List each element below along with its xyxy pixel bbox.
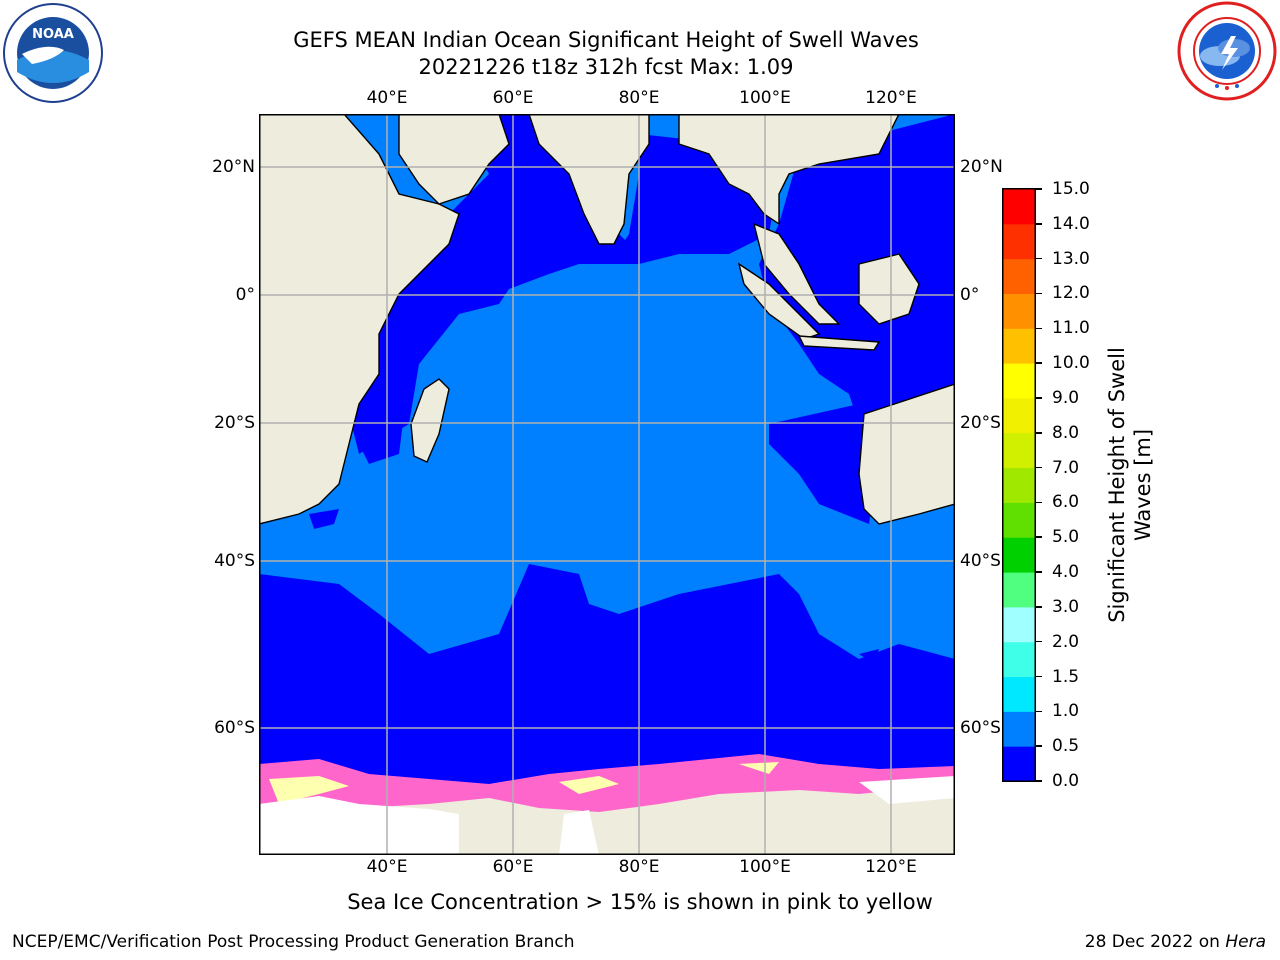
colorbar-segment <box>1003 293 1035 329</box>
colorbar-tick-label: 0.5 <box>1052 736 1080 757</box>
colorbar-segment <box>1003 328 1035 364</box>
colorbar-tick-label: 7.0 <box>1052 457 1080 478</box>
colorbar-frame <box>1002 188 1036 782</box>
sea-ice-high <box>269 762 779 804</box>
colorbar-tick-mark <box>1036 257 1042 260</box>
footer-host: Hera <box>1225 932 1266 952</box>
colorbar-segment <box>1003 467 1035 503</box>
lon-label-bottom: 100°E <box>739 857 791 877</box>
map-panel <box>259 114 955 855</box>
lon-label-top: 120°E <box>865 88 917 108</box>
lat-label-right: 40°S <box>960 551 1001 571</box>
colorbar-tick-mark <box>1036 466 1042 469</box>
footer-date-text: 28 Dec 2022 on <box>1084 932 1226 952</box>
colorbar-tick-label: 6.0 <box>1052 492 1080 513</box>
colorbar-tick-mark <box>1036 188 1042 190</box>
colorbar-segment <box>1003 363 1035 399</box>
colorbar-segment <box>1003 746 1035 782</box>
colorbar-tick-mark <box>1036 571 1042 573</box>
ice-shelf <box>259 776 955 855</box>
gridlines <box>259 114 955 855</box>
lon-label-top: 100°E <box>739 88 791 108</box>
colorbar-segment <box>1003 502 1035 538</box>
colorbar-title-line2: Waves [m] <box>1131 428 1155 542</box>
lat-label-right: 20°N <box>960 157 1003 177</box>
chart-title: GEFS MEAN Indian Ocean Significant Heigh… <box>293 28 919 52</box>
colorbar-tick-mark <box>1036 397 1042 399</box>
lon-label-top: 60°E <box>492 88 534 108</box>
lon-label-top: 40°E <box>366 88 408 108</box>
colorbar-segment <box>1003 572 1035 608</box>
colorbar-tick-mark <box>1036 432 1042 434</box>
colorbar-tick-label: 15.0 <box>1052 179 1090 199</box>
colorbar-tick-mark <box>1036 292 1042 295</box>
lon-label-top: 80°E <box>618 88 660 108</box>
colorbar-tick-label: 5.0 <box>1052 527 1080 548</box>
colorbar-tick-mark <box>1036 536 1042 538</box>
colorbar-tick-label: 1.0 <box>1052 701 1080 722</box>
colorbar-tick-mark <box>1036 606 1042 608</box>
colorbar-tick-mark <box>1036 745 1042 747</box>
colorbar-tick-label: 13.0 <box>1052 248 1090 269</box>
lat-label-right: 20°S <box>960 413 1001 433</box>
lat-label-left: 40°S <box>214 551 255 571</box>
colorbar-tick-mark <box>1036 501 1042 504</box>
colorbar-tick-label: 10.0 <box>1052 353 1090 374</box>
lon-label-bottom: 60°E <box>492 857 534 877</box>
colorbar <box>1002 188 1036 782</box>
nws-logo <box>1177 1 1277 101</box>
colorbar-segment <box>1003 641 1035 678</box>
colorbar-tick-mark <box>1036 675 1042 678</box>
colorbar-segment <box>1003 676 1035 712</box>
noaa-logo: NOAA <box>3 3 103 103</box>
colorbar-segment <box>1003 189 1035 225</box>
colorbar-tick-mark <box>1036 327 1042 330</box>
colorbar-tick-label: 9.0 <box>1052 387 1080 408</box>
colorbar-tick-label: 4.0 <box>1052 562 1080 583</box>
colorbar-tick-label: 8.0 <box>1052 422 1080 443</box>
map-frame <box>259 114 955 855</box>
colorbar-tick-label: 11.0 <box>1052 318 1090 339</box>
colorbar-segment <box>1003 606 1035 643</box>
colorbar-tick-mark <box>1036 780 1042 782</box>
chart-subtitle: 20221226 t18z 312h fcst Max: 1.09 <box>418 55 794 79</box>
colorbar-tick-label: 14.0 <box>1052 213 1090 234</box>
sea-ice <box>259 754 955 824</box>
colorbar-segment <box>1003 432 1035 469</box>
colorbar-segment <box>1003 537 1035 573</box>
lat-label-left: 60°S <box>214 718 255 738</box>
colorbar-segment <box>1003 258 1035 294</box>
colorbar-segment <box>1003 397 1035 434</box>
colorbar-tick-mark <box>1036 223 1042 225</box>
lon-label-bottom: 80°E <box>618 857 660 877</box>
colorbar-tick-label: 1.5 <box>1052 666 1080 687</box>
sea-ice-note: Sea Ice Concentration > 15% is shown in … <box>347 890 933 914</box>
lat-label-left: 20°N <box>212 157 255 177</box>
lat-label-left: 0° <box>235 285 255 305</box>
footer-date: 28 Dec 2022 on Hera <box>1085 932 1266 952</box>
colorbar-tick-label: 3.0 <box>1052 596 1080 617</box>
colorbar-segment <box>1003 223 1035 260</box>
colorbar-title-line1: Significant Height of Swell <box>1105 347 1129 623</box>
lon-label-bottom: 40°E <box>366 857 408 877</box>
colorbar-segment <box>1003 711 1035 747</box>
colorbar-tick-label: 2.0 <box>1052 631 1080 652</box>
lat-label-right: 60°S <box>960 718 1001 738</box>
colorbar-tick-mark <box>1036 710 1042 713</box>
colorbar-tick-label: 12.0 <box>1052 283 1090 304</box>
colorbar-tick-label: 0.0 <box>1052 771 1080 791</box>
lat-label-right: 0° <box>960 285 980 305</box>
lat-label-left: 20°S <box>214 413 255 433</box>
footer-credit: NCEP/EMC/Verification Post Processing Pr… <box>12 932 575 952</box>
colorbar-tick-mark <box>1036 362 1042 364</box>
colorbar-title: Significant Height of Swell Waves [m] <box>1104 347 1156 623</box>
colorbar-tick-mark <box>1036 640 1042 643</box>
lon-label-bottom: 120°E <box>865 857 917 877</box>
noaa-logo-text: NOAA <box>32 27 74 42</box>
